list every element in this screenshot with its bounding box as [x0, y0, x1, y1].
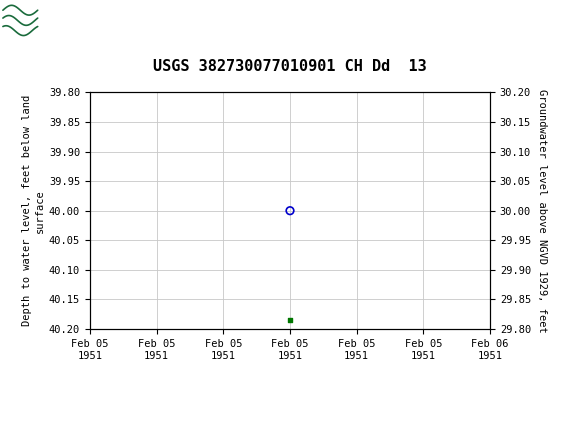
Point [285, 207, 295, 214]
Text: USGS 382730077010901 CH Dd  13: USGS 382730077010901 CH Dd 13 [153, 59, 427, 74]
Text: USGS: USGS [44, 13, 90, 28]
Point [285, 316, 295, 323]
Bar [3, 3, 70, 37]
Legend: Period of approved data: Period of approved data [200, 428, 380, 430]
Y-axis label: Depth to water level, feet below land
surface: Depth to water level, feet below land su… [21, 95, 45, 326]
Y-axis label: Groundwater level above NGVD 1929, feet: Groundwater level above NGVD 1929, feet [536, 89, 546, 332]
